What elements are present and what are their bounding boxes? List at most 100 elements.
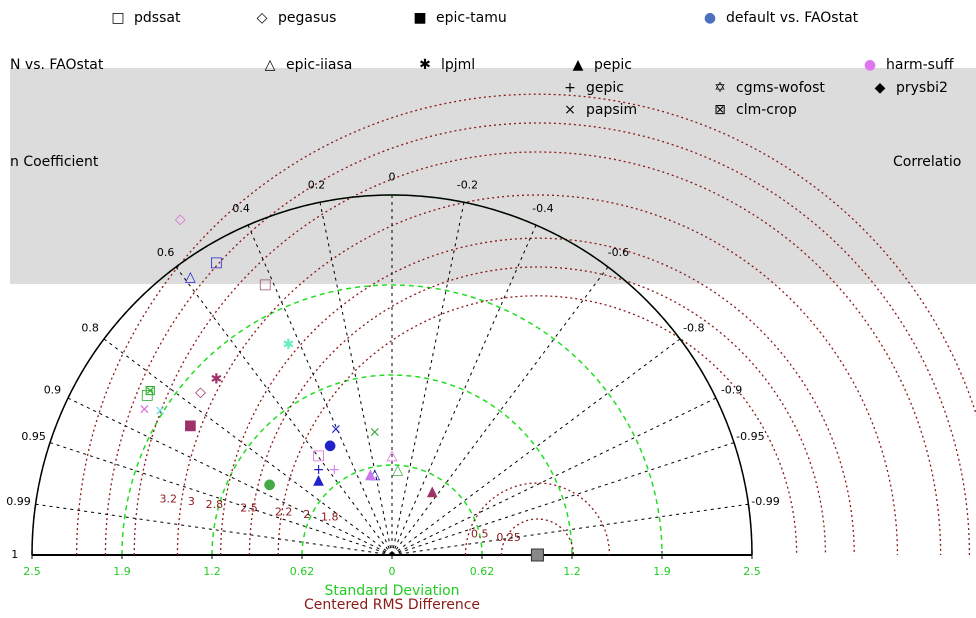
rms-arc <box>500 518 575 556</box>
std-arc <box>121 284 663 556</box>
legend-label: default vs. FAOstat <box>726 10 859 26</box>
legend-fragment: N vs. FAOstat <box>10 57 104 73</box>
data-point: △ <box>185 269 196 285</box>
corr-tick-label: 1 <box>11 548 18 561</box>
corr-tick-label: 0.6 <box>157 246 175 259</box>
x-tick-label: 1.9 <box>113 565 131 578</box>
legend-marker: □ <box>111 10 124 26</box>
legend-marker: ◆ <box>875 80 886 96</box>
legend-label: papsim <box>586 102 637 118</box>
rms-tick-label: 0.5 <box>471 528 489 541</box>
corr-tick-label: 0.8 <box>81 322 99 335</box>
data-point: × <box>330 422 342 438</box>
rms-arc <box>277 295 798 556</box>
rms-tick-label: 2.5 <box>240 502 258 515</box>
legend-marker: + <box>564 80 576 96</box>
data-point: ● <box>263 476 275 492</box>
legend-marker: ✡ <box>714 80 726 96</box>
x-tick-label: 1.2 <box>203 565 221 578</box>
legend-label: lpjml <box>441 57 475 73</box>
rms-arc <box>219 237 855 556</box>
corr-tick-label: 0.9 <box>44 384 62 397</box>
legend-marker: ● <box>704 10 716 26</box>
data-point: △ <box>387 448 398 464</box>
x-tick-label: 1.9 <box>653 565 671 578</box>
x-tick-label: 0.62 <box>470 565 495 578</box>
legend-label: cgms-wofost <box>736 80 825 96</box>
legend-marker: × <box>564 102 576 118</box>
corr-title-right: Correlatio <box>893 154 961 170</box>
x-axis-title: Standard Deviation <box>324 583 459 599</box>
x-tick-label: 2.5 <box>23 565 41 578</box>
rms-arc <box>176 194 899 556</box>
outer-arc <box>31 194 753 556</box>
x-tick-label: 1.2 <box>563 565 581 578</box>
x-tick-label: 0.62 <box>290 565 315 578</box>
legend-label: gepic <box>586 80 624 96</box>
legend-marker: ✱ <box>419 57 431 73</box>
data-point: ◇ <box>175 211 186 227</box>
rms-tick-label: 2 <box>303 508 310 521</box>
corr-tick-label: -0.9 <box>721 384 742 397</box>
corr-tick-label: -0.2 <box>457 178 478 191</box>
legend-label: harm-suff <box>886 57 954 73</box>
data-point: ▲ <box>365 466 376 482</box>
legend-label: pepic <box>594 57 632 73</box>
corr-tick-label: 0.95 <box>21 430 46 443</box>
data-point: ✱ <box>282 337 294 353</box>
rms-tick-label: 2.2 <box>275 506 293 519</box>
data-point: □ <box>312 448 325 464</box>
legend-label: prysbi2 <box>896 80 948 96</box>
data-point: □ <box>210 255 223 271</box>
data-point: ● <box>324 438 336 454</box>
rms-tick-label: 1.8 <box>321 511 339 524</box>
legend-marker: ● <box>864 57 876 73</box>
rms-tick-label: 0.25 <box>496 531 521 544</box>
legend-marker: ■ <box>413 10 426 26</box>
corr-tick-label: -0.4 <box>532 202 553 215</box>
legend-marker: ⊠ <box>714 102 726 118</box>
rms-tick-label: 2.8 <box>206 498 224 511</box>
legend-label: epic-iiasa <box>286 57 352 73</box>
data-point: × <box>369 425 381 441</box>
corr-tick-label: -0.8 <box>683 322 704 335</box>
data-point: △ <box>392 462 403 478</box>
x-tick-label: 2.5 <box>743 565 761 578</box>
header-band <box>10 68 976 284</box>
rms-tick-label: 3 <box>188 495 195 508</box>
data-point: × <box>138 402 150 418</box>
legend-label: epic-tamu <box>436 10 507 26</box>
data-point: □ <box>259 276 272 292</box>
corr-tick-label: 0.4 <box>232 202 250 215</box>
plot-area: 2.5 1.9 1.2 0.62 0 0.62 1.2 1.9 2.5 0.25 0.5 1.8 2 2.… <box>6 93 976 578</box>
data-point: ■ <box>184 417 197 433</box>
legend-marker: △ <box>265 57 276 73</box>
corr-tick-label: 0 <box>389 171 396 184</box>
legend-label: pegasus <box>278 10 336 26</box>
data-point: × <box>154 403 166 419</box>
data-point: ⊠ <box>144 383 156 399</box>
legend-marker: ▲ <box>573 57 584 73</box>
std-arc <box>211 374 573 556</box>
data-point: ◇ <box>195 384 206 400</box>
corr-tick-label: 0.2 <box>308 178 326 191</box>
data-point: △ <box>369 466 380 482</box>
data-point: ▲ <box>313 472 324 488</box>
reference-point <box>530 548 544 562</box>
rms-title: Centered RMS Difference <box>304 597 480 613</box>
data-point: + <box>329 462 341 478</box>
data-point: □ <box>141 387 154 403</box>
legend-marker: ◇ <box>257 10 268 26</box>
data-point: ✱ <box>210 371 222 387</box>
corr-title-left: n Coefficient <box>10 154 99 170</box>
corr-tick-label: -0.6 <box>608 246 629 259</box>
corr-tick-label: 0.99 <box>6 495 31 508</box>
rms-arc <box>133 151 942 556</box>
data-point: + <box>313 462 325 478</box>
x-tick-label: 0 <box>389 565 396 578</box>
rms-tick-label: 3.2 <box>160 493 178 506</box>
corr-tick-label: -0.95 <box>736 430 764 443</box>
corr-tick-label: -0.99 <box>751 495 779 508</box>
data-point: ▲ <box>427 484 438 500</box>
